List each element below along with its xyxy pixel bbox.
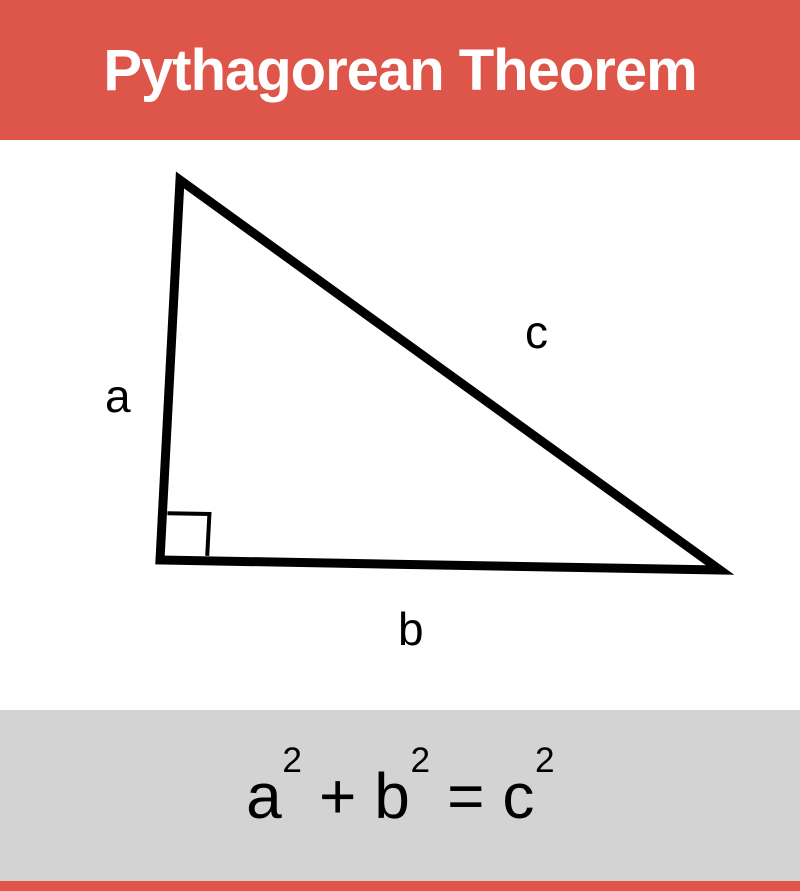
right-angle-marker (167, 513, 209, 556)
header-band: Pythagorean Theorem (0, 0, 800, 140)
formula-b: b (374, 760, 410, 832)
triangle-diagram-area: a b c (0, 140, 800, 710)
formula-c-exp: 2 (535, 741, 555, 780)
formula-eq: = (429, 760, 502, 832)
footer-strip (0, 881, 800, 891)
triangle-svg: a b c (0, 140, 800, 710)
side-label-b: b (398, 603, 424, 655)
side-label-a: a (105, 370, 131, 422)
formula-a: a (246, 760, 282, 832)
formula-c: c (502, 760, 534, 832)
formula-b-exp: 2 (411, 741, 431, 780)
pythagorean-formula: a2 + b2 = c2 (246, 759, 554, 833)
side-label-c: c (525, 306, 548, 358)
formula-band: a2 + b2 = c2 (0, 710, 800, 881)
page-title: Pythagorean Theorem (103, 37, 696, 104)
formula-a-exp: 2 (282, 741, 302, 780)
formula-plus: + (301, 760, 374, 832)
right-triangle (160, 180, 720, 570)
